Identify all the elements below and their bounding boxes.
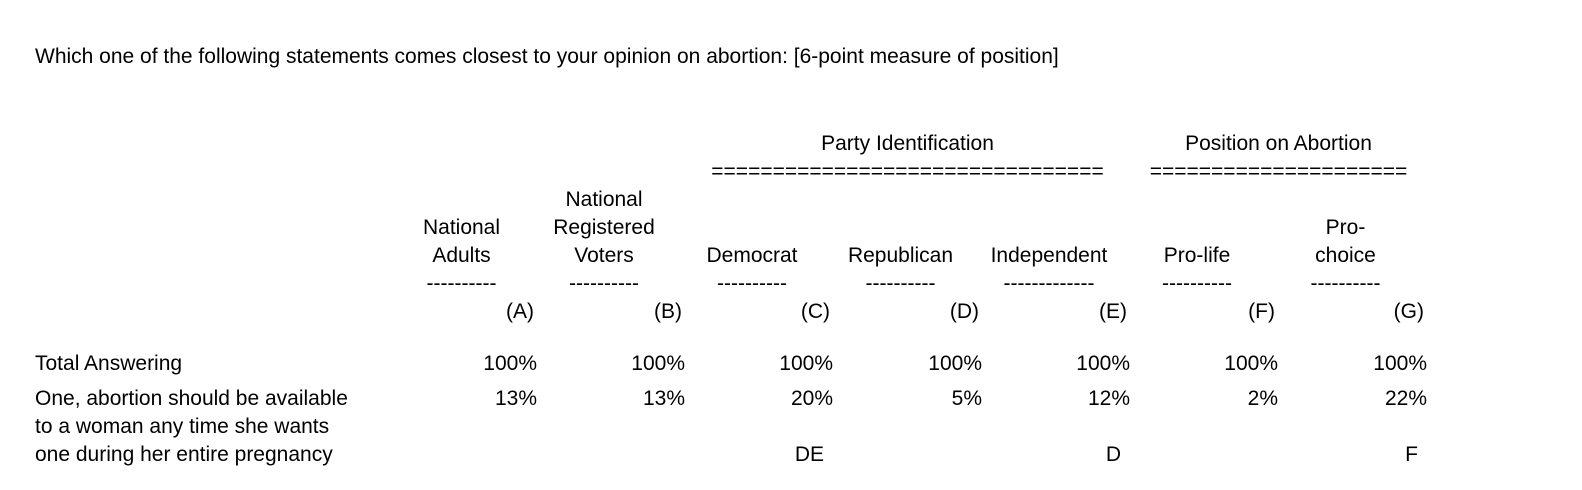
row-label: Total Answering	[35, 352, 183, 375]
value-cell-g: 22% F	[1278, 385, 1427, 469]
dash-underline: ----------	[865, 272, 936, 295]
dash-underline: ----------	[426, 272, 497, 295]
dash-underline: -------------	[1003, 272, 1095, 295]
row-label: One, abortion should be available to a w…	[35, 387, 348, 466]
group-label: Position on Abortion	[1185, 132, 1372, 155]
dash-spacer	[35, 270, 400, 298]
double-rule: =====================	[1149, 160, 1408, 183]
col-header-pro-life: Pro-life	[1163, 244, 1231, 267]
column-letter-c: (C)	[800, 300, 830, 323]
significance-letters: D	[1105, 443, 1121, 466]
value-cell-f: 2%	[1247, 387, 1278, 410]
dash-underline: ----------	[1310, 272, 1381, 295]
dash-underline-row: ---------- ---------- ---------- -------…	[35, 270, 1427, 298]
dash-underline: ----------	[717, 272, 787, 295]
column-letter-g: (G)	[1393, 300, 1424, 323]
column-letter-row: (A) (B) (C) (D) (E) (F) (G)	[35, 298, 1427, 326]
group-header-position-on-abortion: Position on Abortion ===================…	[1130, 130, 1427, 186]
dash-underline: ----------	[1162, 272, 1232, 295]
col-header-national-adults: National Adults	[422, 216, 501, 267]
table-row-total-answering: Total Answering 100% 100% 100% 100% 100%…	[35, 350, 1427, 378]
column-header-row: National Adults National Registered Vote…	[35, 186, 1427, 270]
column-letter-d: (D)	[949, 300, 979, 323]
group-header-row: Party Identification ===================…	[35, 130, 1427, 186]
table-row-statement-one: One, abortion should be available to a w…	[35, 385, 1427, 469]
value-cell-f: 100%	[1224, 352, 1278, 375]
significance-letters: F	[1405, 443, 1418, 466]
double-rule: ================================	[711, 160, 1104, 183]
value-cell-e: 100%	[1076, 352, 1130, 375]
value-cell-a: 13%	[494, 387, 537, 410]
crosstab-table: Party Identification ===================…	[35, 130, 1427, 469]
group-label: Party Identification	[821, 132, 994, 155]
value-cell-c: 20% DE	[685, 385, 833, 469]
value-cell-d: 100%	[928, 352, 982, 375]
value-cell-b: 13%	[642, 387, 685, 410]
col-header-pro-choice: Pro- choice	[1315, 216, 1376, 267]
value-cell-g: 100%	[1373, 352, 1427, 375]
col-header-democrat: Democrat	[706, 244, 798, 267]
value-cell-b: 100%	[631, 352, 685, 375]
significance-letters: DE	[794, 443, 824, 466]
dash-underline: ----------	[569, 272, 639, 295]
column-letter-f: (F)	[1248, 300, 1275, 323]
group-header-party-identification: Party Identification ===================…	[685, 130, 1130, 186]
column-letter-b: (B)	[654, 300, 682, 323]
col-header-national-registered-voters: National Registered Voters	[553, 188, 655, 267]
value-cell-e: 12% D	[982, 385, 1130, 469]
group-header-spacer	[35, 130, 685, 186]
col-header-republican: Republican	[847, 244, 954, 267]
letter-spacer	[35, 298, 400, 326]
column-letter-e: (E)	[1099, 300, 1127, 323]
survey-question: Which one of the following statements co…	[35, 45, 1059, 68]
column-letter-a: (A)	[506, 300, 534, 323]
col-header-independent: Independent	[990, 244, 1108, 267]
value-cell-a: 100%	[483, 352, 537, 375]
value-cell-c: 100%	[779, 352, 833, 375]
value-cell-d: 5%	[951, 387, 982, 410]
